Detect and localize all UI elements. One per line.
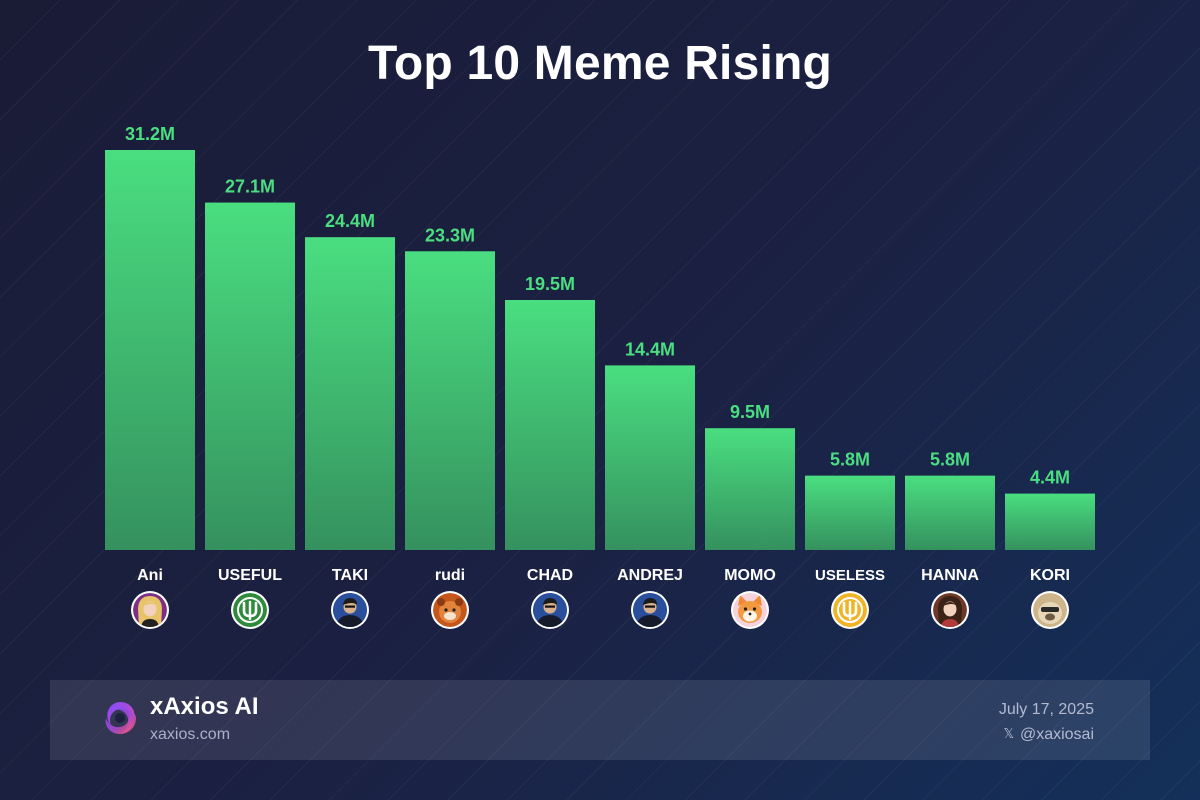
chart-title: Top 10 Meme Rising: [367, 37, 833, 90]
social-handle: 𝕏 @xaxiosai: [1003, 726, 1094, 744]
useful-coin-icon: [231, 591, 269, 629]
bar-chad: [505, 300, 595, 550]
bar-andrej: [605, 365, 695, 550]
category-label: TAKI: [332, 567, 368, 584]
bar-ani: [105, 150, 195, 550]
shiba-dog-avatar: [731, 591, 769, 629]
bar-kori: [1005, 493, 1095, 550]
bar-useful: [205, 202, 295, 551]
bar-momo: [705, 428, 795, 550]
value-label: 14.4M: [625, 339, 675, 359]
brand-name: xAxios AI: [150, 693, 259, 720]
value-label: 24.4M: [325, 211, 375, 231]
category-label: Ani: [137, 567, 163, 584]
brand-url: xaxios.com: [150, 726, 231, 743]
xaxios-logo-icon: [105, 702, 136, 734]
footer: xAxios AI xaxios.com July 17, 2025 𝕏 @xax…: [50, 680, 1150, 760]
value-label: 9.5M: [730, 402, 770, 422]
suited-man-avatar: [331, 591, 369, 629]
value-label: 5.8M: [830, 450, 870, 470]
bar-taki: [305, 237, 395, 550]
pug-dog-avatar: [1031, 591, 1069, 629]
bar-rudi: [405, 251, 495, 551]
category-label: KORI: [1030, 567, 1070, 584]
handle-text: @xaxiosai: [1019, 726, 1094, 743]
rudi-panda-avatar: [431, 591, 469, 629]
useless-coin-icon: [831, 591, 869, 629]
value-label: 31.2M: [125, 124, 175, 144]
value-label: 4.4M: [1030, 468, 1070, 488]
suited-man-avatar: [531, 591, 569, 629]
bar-useless: [805, 475, 895, 550]
category-label: CHAD: [527, 567, 573, 584]
anime-girl-avatar: [131, 591, 169, 629]
category-label: USEFUL: [218, 567, 282, 584]
category-label: rudi: [435, 567, 465, 584]
report-date: July 17, 2025: [998, 701, 1094, 718]
bar-hanna: [905, 475, 995, 550]
bar-chart: 31.2M 27.1M 24.4M 23.3M 19.5M 14.4M 9.5M 5.8M 5.…: [105, 124, 1095, 629]
value-label: 27.1M: [225, 177, 275, 197]
suited-man-avatar: [631, 591, 669, 629]
anime-girl-avatar: [931, 591, 969, 629]
category-label: ANDREJ: [617, 567, 683, 584]
value-label: 23.3M: [425, 225, 475, 245]
category-label: USELESS: [815, 567, 885, 584]
category-label: HANNA: [921, 567, 979, 584]
value-label: 5.8M: [930, 450, 970, 470]
category-label: MOMO: [724, 567, 776, 584]
x-logo-icon: 𝕏: [1003, 726, 1014, 741]
value-label: 19.5M: [525, 274, 575, 294]
